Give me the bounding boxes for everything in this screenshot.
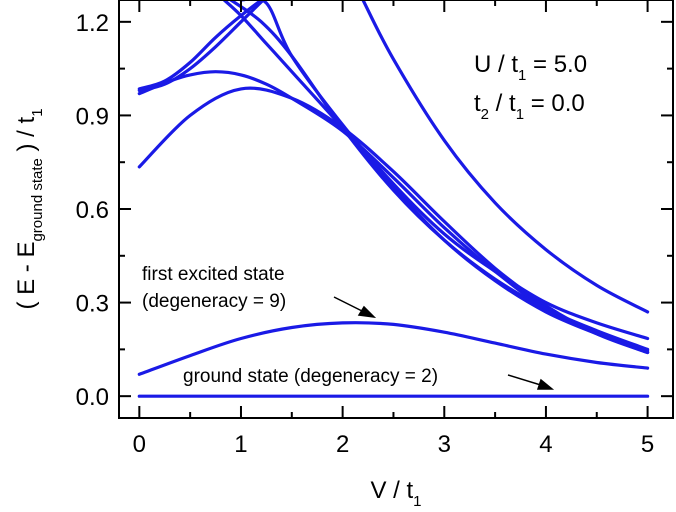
ticks-layer: 0 1 2 3 4 5 0.0 0.3 0.6 0.9 1.2	[76, 0, 673, 458]
param-u-label: U / t1 = 5.0	[474, 51, 587, 84]
x-axis-title: V / t1	[370, 477, 421, 510]
series-line-8	[361, 0, 650, 314]
x-tick-label: 4	[539, 431, 552, 458]
series-line-6	[229, 0, 650, 351]
y-tick-label: 0.9	[76, 103, 109, 130]
series-line-9	[239, 0, 650, 341]
annotation-first-excited-line1: first excited state	[142, 264, 285, 285]
annotation-arrows	[333, 296, 555, 390]
ground-state-arrow	[507, 374, 545, 387]
series-line-5	[137, 0, 265, 91]
x-tick-label: 2	[336, 431, 349, 458]
x-tick-label: 3	[438, 431, 451, 458]
series-layer	[137, 0, 650, 398]
x-tick-label: 0	[133, 431, 146, 458]
x-tick-label: 5	[641, 431, 654, 458]
annotation-ground-state: ground state (degeneracy = 2)	[183, 366, 438, 387]
y-axis-title: ( E - Eground state ) / t1	[13, 108, 46, 309]
x-tick-label: 1	[234, 431, 247, 458]
annotation-first-excited-line2: (degeneracy = 9)	[142, 291, 286, 312]
series-line-1	[137, 321, 650, 376]
y-tick-label: 1.2	[76, 10, 109, 37]
ground-state-arrowhead	[536, 378, 555, 390]
first-excited-arrow	[333, 296, 367, 314]
param-t2-label: t2 / t1 = 0.0	[474, 90, 585, 123]
series-line-7	[221, 0, 650, 355]
y-tick-label: 0.0	[76, 384, 109, 411]
y-tick-label: 0.6	[76, 197, 109, 224]
first-excited-arrowhead	[357, 305, 377, 319]
y-tick-label: 0.3	[76, 291, 109, 318]
